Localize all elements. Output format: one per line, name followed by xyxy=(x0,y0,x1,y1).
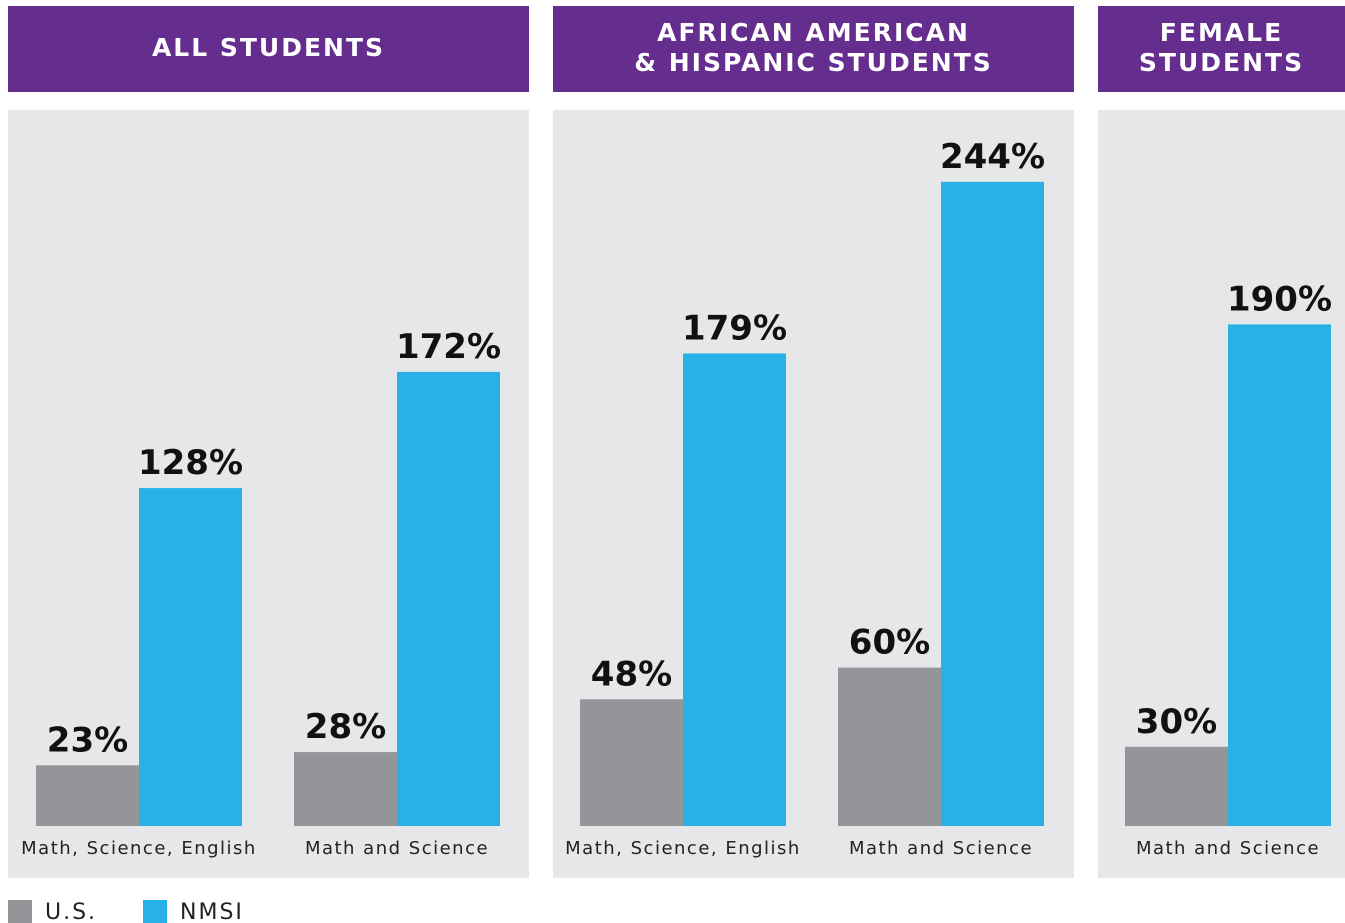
panel-header xyxy=(8,6,529,92)
bar xyxy=(1125,746,1228,826)
category-label: Math, Science, English xyxy=(565,838,801,859)
bar xyxy=(580,699,683,826)
data-label: 23% xyxy=(47,720,128,760)
bar xyxy=(397,371,500,826)
data-label: 30% xyxy=(1136,702,1217,742)
panel-header xyxy=(553,6,1074,92)
panel-title: AFRICAN AMERICAN xyxy=(657,18,970,47)
category-label: Math and Science xyxy=(305,838,489,859)
legend-label: U.S. xyxy=(45,900,97,923)
panel-title: & HISPANIC STUDENTS xyxy=(634,48,993,77)
data-label: 48% xyxy=(591,654,672,694)
bar xyxy=(941,181,1044,827)
bar xyxy=(1228,324,1331,826)
bar xyxy=(36,765,139,826)
legend-swatch xyxy=(8,900,32,923)
panel-header xyxy=(1098,6,1345,92)
bar xyxy=(294,752,397,826)
data-label: 190% xyxy=(1227,279,1332,319)
panel-title: FEMALE xyxy=(1160,18,1283,47)
legend-swatch xyxy=(143,900,167,923)
panel-title: ALL STUDENTS xyxy=(152,33,385,62)
panel-title: STUDENTS xyxy=(1139,48,1304,77)
bar xyxy=(683,353,786,826)
data-label: 28% xyxy=(305,707,386,747)
data-label: 60% xyxy=(849,623,930,663)
data-label: 172% xyxy=(396,327,501,367)
bar xyxy=(139,488,242,826)
data-label: 244% xyxy=(940,137,1045,177)
legend-label: NMSI xyxy=(180,900,244,923)
bar xyxy=(838,667,941,826)
category-label: Math and Science xyxy=(1136,838,1320,859)
data-label: 128% xyxy=(138,443,243,483)
category-label: Math and Science xyxy=(849,838,1033,859)
category-label: Math, Science, English xyxy=(21,838,257,859)
data-label: 179% xyxy=(682,308,787,348)
